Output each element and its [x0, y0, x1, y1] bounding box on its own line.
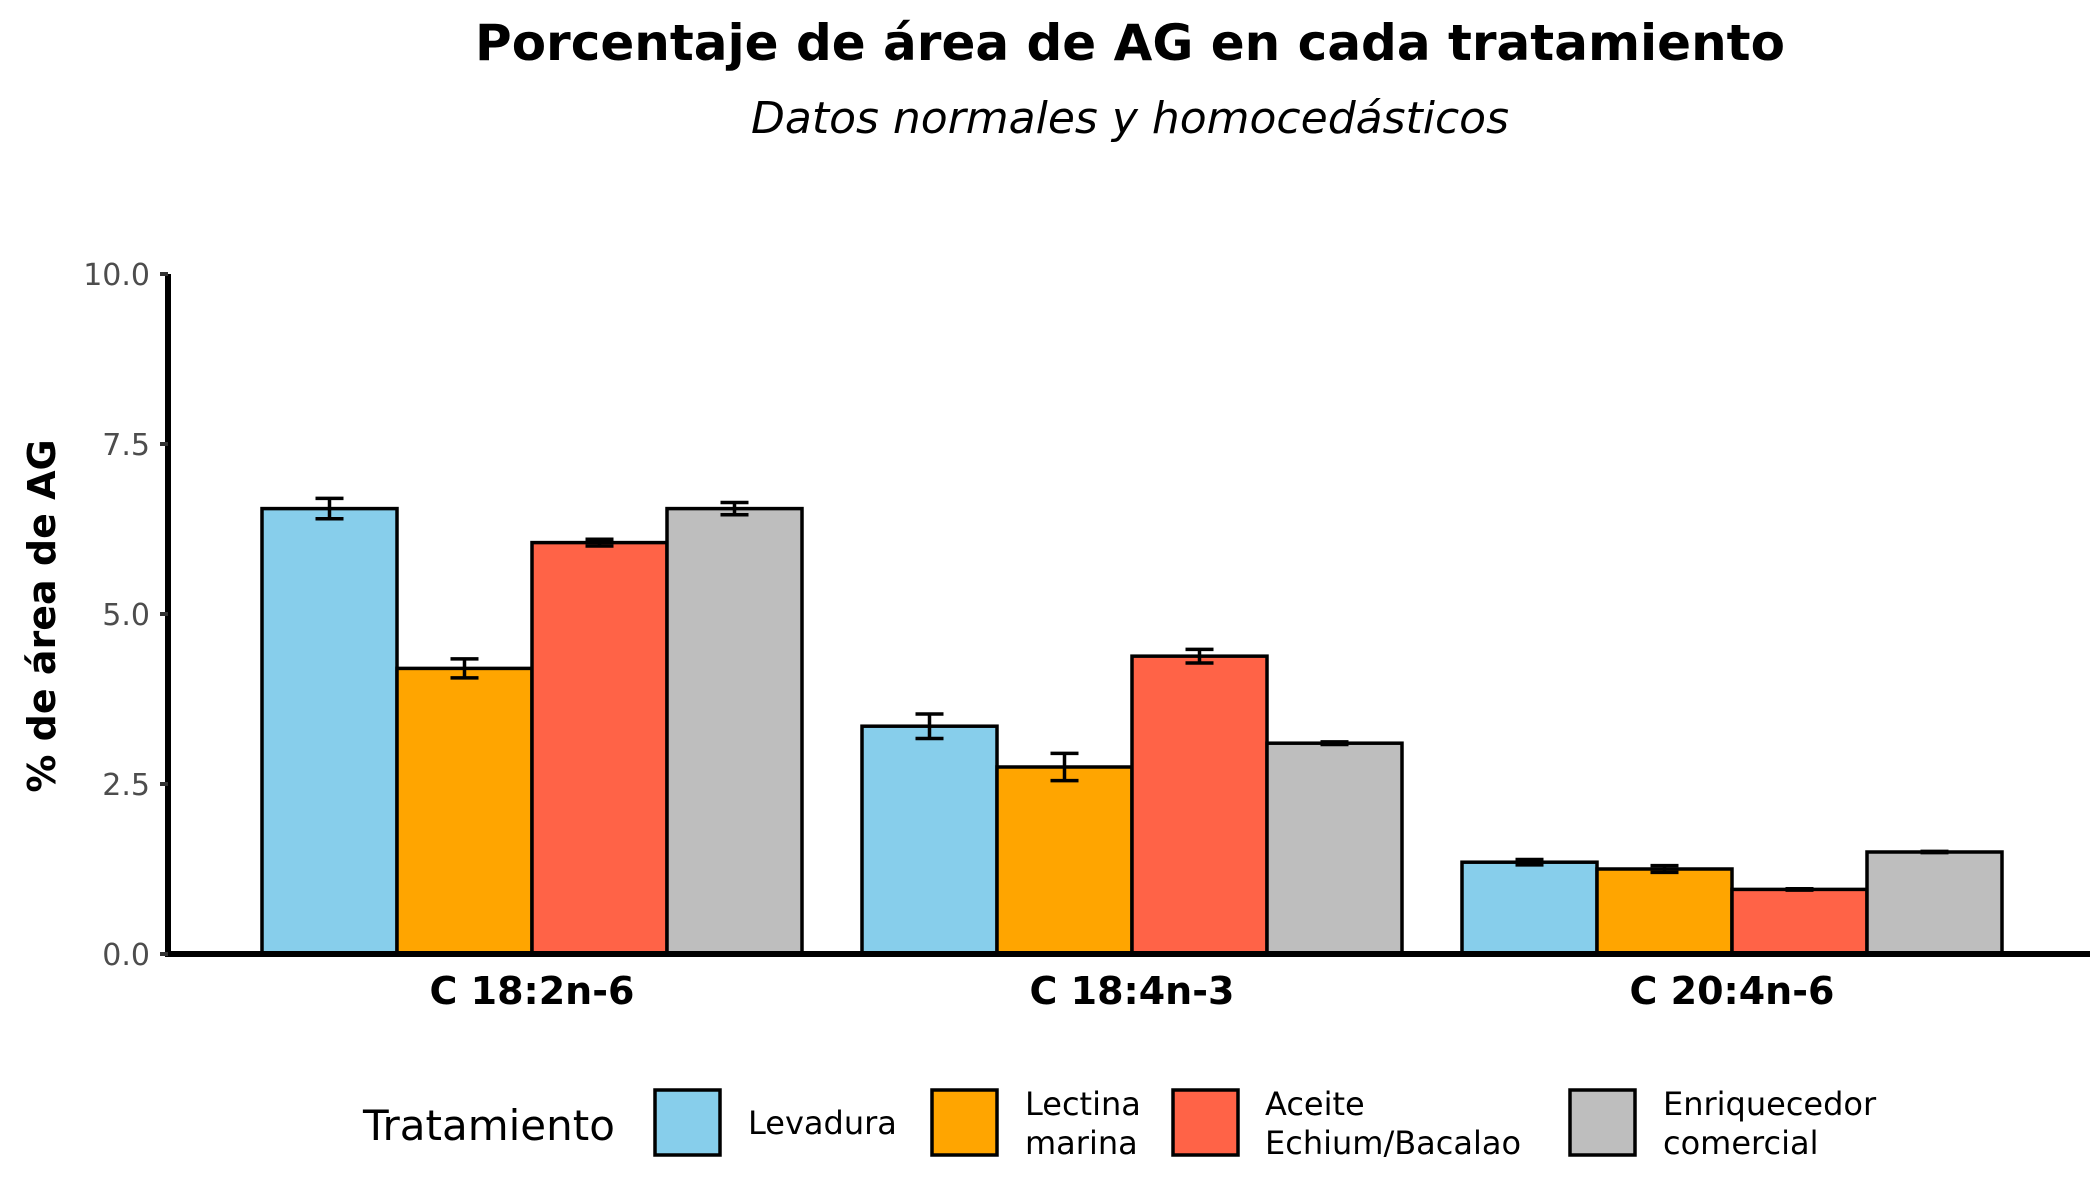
bars-layer	[260, 506, 2004, 956]
bar	[395, 666, 534, 956]
y-tick-label: 2.5	[102, 768, 150, 803]
error-bar	[720, 500, 749, 517]
legend-item: Levadura	[653, 1088, 897, 1157]
y-tick-label: 0.0	[102, 938, 150, 973]
legend-title: Tratamiento	[362, 1101, 615, 1150]
bar	[530, 540, 669, 956]
bar	[995, 765, 1134, 956]
error-bar	[1320, 740, 1349, 747]
error-bar	[915, 712, 944, 741]
x-tick-labels: C 18:2n-6 C 18:4n-3 C 20:4n-6	[430, 969, 1835, 1013]
bar	[665, 506, 804, 956]
bar	[1865, 850, 2004, 956]
error-bar	[450, 657, 479, 680]
x-tick-label: C 18:4n-3	[1030, 969, 1235, 1013]
error-bar	[1050, 751, 1079, 783]
legend-item: Lectina marina	[930, 1085, 1141, 1162]
legend-label: Levadura	[748, 1104, 897, 1142]
error-bars-layer	[315, 496, 1949, 892]
legend-swatch	[930, 1088, 999, 1157]
bar	[860, 724, 999, 956]
legend-items: Levadura Lectina marina Aceite Echium/Bacala…	[653, 1085, 1877, 1162]
bar	[1730, 887, 1869, 956]
error-bar	[1650, 863, 1679, 875]
error-bar	[585, 537, 614, 548]
legend-label: Enriquecedor comercial	[1663, 1085, 1877, 1162]
error-bar	[1515, 857, 1544, 867]
y-tick-label: 10.0	[83, 258, 150, 293]
bar	[1460, 860, 1599, 956]
x-tick-label: C 20:4n-6	[1630, 969, 1835, 1013]
y-tick-label: 7.5	[102, 428, 150, 463]
bar	[1130, 654, 1269, 956]
error-bar	[1920, 849, 1949, 855]
chart-title: Porcentaje de área de AG en cada tratami…	[475, 14, 1785, 72]
legend-item: Enriquecedor comercial	[1568, 1085, 1877, 1162]
legend-swatch	[653, 1088, 722, 1157]
legend-swatch	[1171, 1088, 1240, 1157]
legend-label: Lectina marina	[1025, 1085, 1141, 1162]
y-tick-label: 5.0	[102, 598, 150, 633]
bar	[1595, 867, 1734, 956]
bar	[1265, 741, 1404, 956]
bar	[260, 506, 399, 956]
error-bar	[315, 496, 344, 521]
legend-swatch	[1568, 1088, 1637, 1157]
x-tick-label: C 18:2n-6	[430, 969, 635, 1013]
legend-item: Aceite Echium/Bacalao	[1171, 1085, 1521, 1162]
y-axis-label: % de área de AG	[20, 439, 64, 792]
error-bar	[1785, 886, 1814, 892]
y-tick-labels: 0.0 2.5 5.0 7.5 10.0	[83, 258, 168, 973]
legend-label: Aceite Echium/Bacalao	[1265, 1085, 1521, 1162]
legend: Tratamiento Levadura Lectina marina Aceite E…	[362, 1085, 1877, 1162]
chart-subtitle: Datos normales y homocedásticos	[751, 93, 1509, 144]
error-bar	[1185, 647, 1214, 665]
